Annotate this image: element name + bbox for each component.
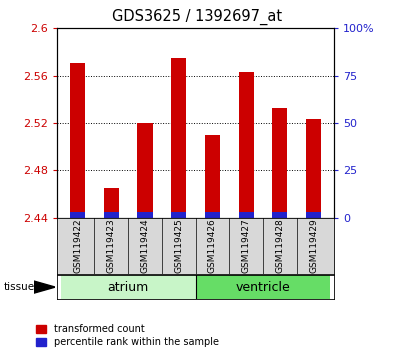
Bar bbox=[205, 135, 220, 218]
Bar bbox=[171, 58, 186, 218]
Text: GSM119424: GSM119424 bbox=[141, 219, 149, 273]
Bar bbox=[205, 212, 220, 218]
Text: GSM119425: GSM119425 bbox=[174, 219, 183, 273]
Text: tissue: tissue bbox=[4, 282, 35, 292]
Bar bbox=[306, 119, 321, 218]
Bar bbox=[239, 72, 254, 218]
Bar bbox=[137, 123, 152, 218]
Bar bbox=[239, 212, 254, 218]
Text: GSM119427: GSM119427 bbox=[242, 219, 250, 273]
Text: GSM119426: GSM119426 bbox=[208, 219, 217, 273]
Text: GSM119422: GSM119422 bbox=[73, 219, 82, 273]
Bar bbox=[272, 108, 288, 218]
Bar bbox=[103, 212, 119, 218]
Text: GSM119428: GSM119428 bbox=[275, 219, 284, 273]
Bar bbox=[70, 63, 85, 218]
Text: ventricle: ventricle bbox=[235, 281, 290, 293]
Bar bbox=[171, 212, 186, 218]
Polygon shape bbox=[34, 281, 55, 293]
Bar bbox=[137, 212, 152, 218]
Text: GDS3625 / 1392697_at: GDS3625 / 1392697_at bbox=[113, 9, 282, 25]
Text: atrium: atrium bbox=[107, 281, 149, 293]
Bar bbox=[306, 212, 321, 218]
Bar bbox=[61, 275, 196, 299]
Bar bbox=[103, 188, 119, 218]
Text: GSM119423: GSM119423 bbox=[107, 219, 116, 273]
Legend: transformed count, percentile rank within the sample: transformed count, percentile rank withi… bbox=[36, 325, 219, 347]
Bar bbox=[70, 212, 85, 218]
Text: GSM119429: GSM119429 bbox=[309, 219, 318, 273]
Bar bbox=[196, 275, 330, 299]
Bar bbox=[272, 212, 288, 218]
